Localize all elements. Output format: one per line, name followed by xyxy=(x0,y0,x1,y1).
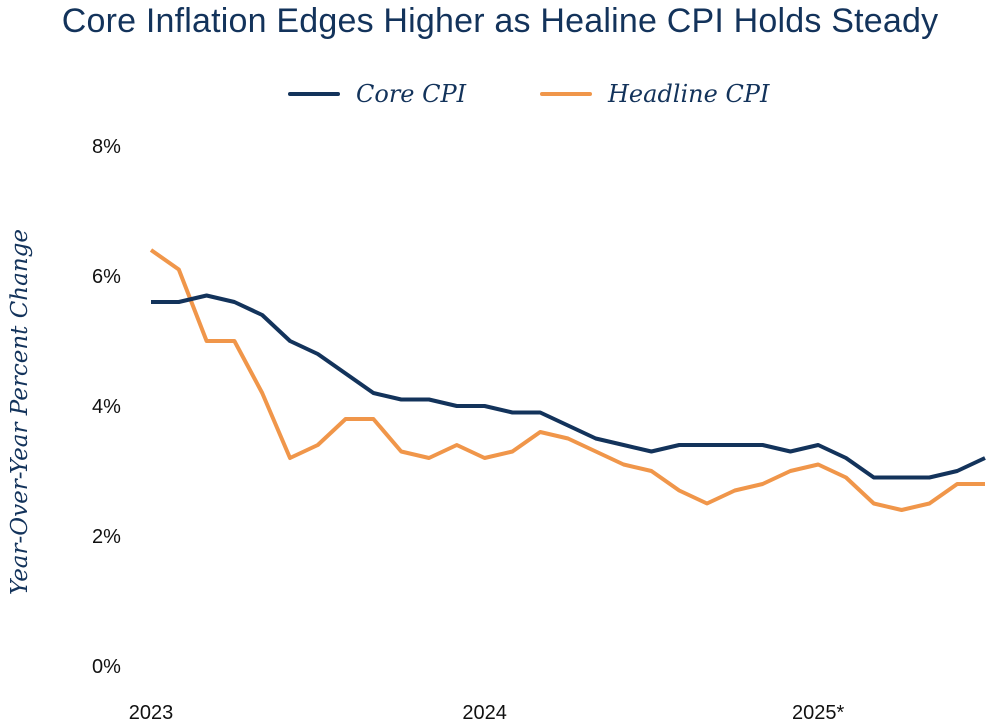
y-tick-label: 2% xyxy=(92,526,121,548)
legend-item-headline-cpi: Headline CPI xyxy=(540,78,769,110)
legend: Core CPI Headline CPI xyxy=(0,78,1000,110)
legend-label-core-cpi: Core CPI xyxy=(356,80,467,108)
y-tick-label: 6% xyxy=(92,266,121,288)
series-lines xyxy=(149,248,986,512)
legend-swatch-core-cpi xyxy=(288,92,340,96)
x-axis-ticks: 2023 2024 2025* xyxy=(129,702,845,724)
chart-title: Core Inflation Edges Higher as Healine C… xyxy=(61,2,939,40)
legend-label-headline-cpi: Headline CPI xyxy=(608,80,770,108)
x-tick-label: 2023 xyxy=(129,702,174,724)
y-tick-label: 4% xyxy=(92,396,121,418)
legend-item-core-cpi: Core CPI xyxy=(288,78,466,110)
core-cpi-line xyxy=(151,293,986,480)
x-tick-label: 2025* xyxy=(792,702,844,724)
headline-cpi-line xyxy=(149,248,985,512)
y-tick-label: 8% xyxy=(92,136,121,158)
x-tick-label: 2024 xyxy=(462,702,507,724)
y-axis-ticks: 0% 2% 4% 6% 8% xyxy=(92,136,121,678)
legend-swatch-headline-cpi xyxy=(540,92,592,96)
y-tick-label: 0% xyxy=(92,656,121,678)
